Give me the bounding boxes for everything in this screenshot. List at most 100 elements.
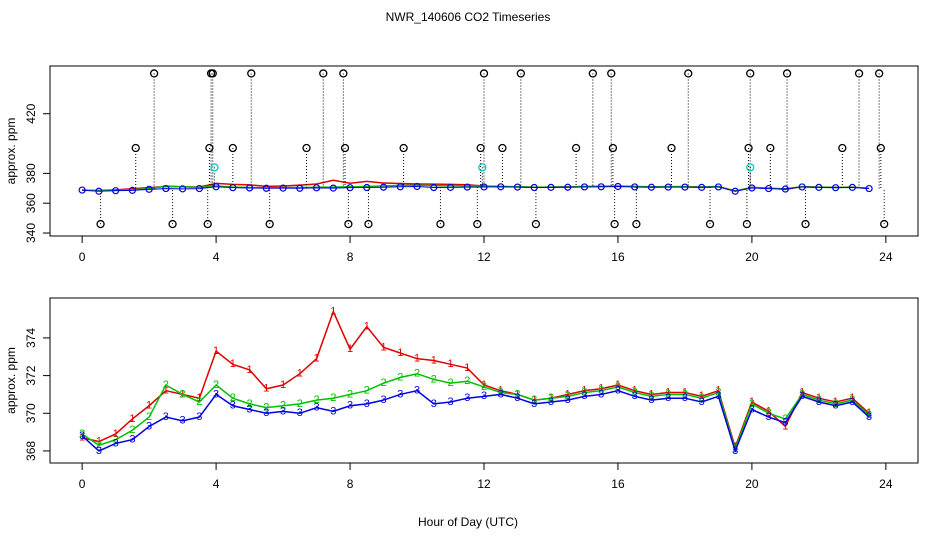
- data-point: [848, 183, 856, 191]
- data-point: [95, 187, 103, 195]
- flag-point: [131, 143, 140, 153]
- data-point: [396, 183, 404, 191]
- data-marker: 3: [180, 415, 186, 427]
- data-marker: 2: [632, 386, 638, 398]
- data-point: [480, 183, 488, 191]
- data-marker: 2: [263, 402, 269, 414]
- data-marker: 2: [481, 381, 487, 393]
- data-point: [446, 183, 455, 191]
- data-marker: 3: [514, 392, 520, 404]
- data-marker: 3: [732, 445, 738, 457]
- data-marker: 3: [263, 407, 269, 419]
- data-marker: 1: [665, 386, 671, 398]
- data-point: [279, 184, 287, 192]
- data-marker: 1: [146, 400, 152, 412]
- data-marker: 2: [749, 398, 755, 410]
- data-marker: 3: [280, 405, 286, 417]
- data-marker: 1: [749, 396, 755, 408]
- data-point: [530, 183, 538, 192]
- data-marker: 1: [782, 420, 788, 432]
- data-marker: 2: [581, 386, 587, 398]
- data-marker: 1: [699, 390, 705, 402]
- data-point: [78, 186, 86, 194]
- flag-point: [705, 219, 715, 229]
- data-point: [798, 183, 806, 191]
- data-marker: 1: [648, 388, 654, 400]
- data-marker: 1: [481, 379, 487, 391]
- data-marker: 2: [364, 385, 370, 397]
- data-point: [731, 187, 739, 195]
- data-marker: 1: [682, 386, 688, 398]
- data-marker: 1: [715, 385, 721, 397]
- flag-point: [399, 143, 408, 153]
- flag-point: [782, 69, 792, 78]
- data-marker: 3: [782, 417, 788, 429]
- flag-point: [838, 143, 847, 153]
- data-point: [497, 183, 505, 191]
- data-marker: 1: [414, 353, 420, 365]
- flag-point: [302, 143, 311, 153]
- flag-point: [766, 143, 775, 153]
- data-marker: 2: [464, 375, 470, 387]
- data-marker: 1: [213, 345, 219, 357]
- x-tick-label: 0: [79, 250, 86, 264]
- data-marker: 3: [380, 394, 386, 406]
- data-marker: 1: [163, 385, 169, 397]
- data-point: [564, 183, 572, 191]
- data-point: [179, 185, 187, 193]
- data-marker: 3: [833, 400, 839, 412]
- data-point: [329, 184, 337, 192]
- flag-point: [168, 219, 177, 229]
- data-marker: 1: [196, 392, 202, 404]
- data-marker: 3: [447, 396, 453, 408]
- flag-point: [247, 69, 256, 78]
- data-point: [379, 183, 388, 191]
- x-tick-label: 16: [611, 250, 625, 264]
- data-marker: 2: [531, 394, 537, 406]
- data-marker: 3: [665, 392, 671, 404]
- data-marker: 3: [565, 394, 571, 406]
- data-point: [865, 184, 873, 193]
- data-marker: 2: [347, 388, 353, 400]
- flag-point: [607, 69, 616, 78]
- data-marker: 3: [816, 396, 822, 408]
- data-marker: 3: [414, 385, 420, 397]
- x-tick-label: 0: [79, 477, 86, 491]
- data-marker: 1: [330, 305, 336, 317]
- data-marker: 1: [581, 385, 587, 397]
- data-marker: 2: [96, 439, 102, 451]
- x-tick-label: 24: [879, 250, 893, 264]
- flag-point: [478, 163, 487, 172]
- data-point: [112, 187, 120, 195]
- flag-point: [210, 163, 219, 172]
- data-point: [614, 182, 622, 191]
- data-marker: 2: [213, 379, 219, 391]
- data-marker: 3: [648, 394, 654, 406]
- data-marker: 1: [280, 379, 286, 391]
- data-point: [631, 183, 639, 191]
- data-marker: 1: [565, 388, 571, 400]
- flag-point: [340, 143, 350, 153]
- data-marker: 3: [749, 403, 755, 415]
- data-marker: 2: [113, 434, 119, 446]
- data-marker: 1: [615, 379, 621, 391]
- y-tick-label: 368: [24, 441, 38, 461]
- data-marker: 2: [380, 377, 386, 389]
- data-marker: 2: [766, 407, 772, 419]
- data-marker: 3: [313, 402, 319, 414]
- x-tick-label: 4: [213, 477, 220, 491]
- flag-point: [876, 143, 885, 153]
- data-marker: 2: [565, 390, 571, 402]
- data-marker: 3: [464, 392, 470, 404]
- data-point: [262, 184, 270, 192]
- data-marker: 3: [866, 411, 872, 423]
- data-marker: 2: [715, 386, 721, 398]
- data-marker: 2: [79, 428, 85, 440]
- flag-point: [801, 219, 810, 229]
- data-marker: 1: [113, 428, 119, 440]
- data-marker: 1: [364, 321, 370, 333]
- data-marker: 3: [531, 398, 537, 410]
- data-marker: 3: [799, 390, 805, 402]
- data-marker: 1: [447, 358, 453, 370]
